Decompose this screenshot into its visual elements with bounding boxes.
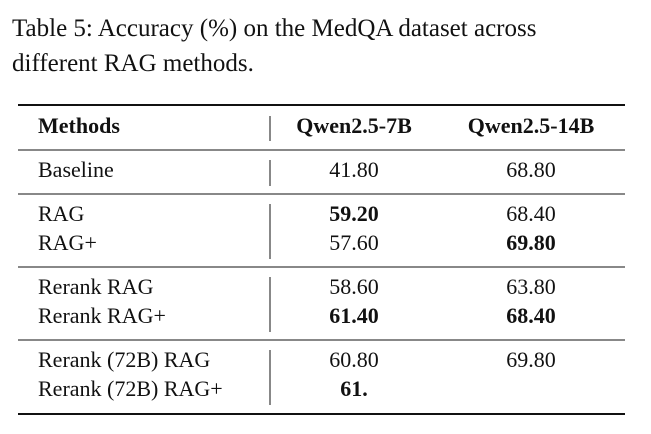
header-cell: Methods <box>38 113 120 138</box>
method-cell: Rerank RAG+ <box>38 303 166 328</box>
method-cell: Rerank RAG <box>38 274 154 299</box>
method-cell: Baseline <box>38 157 114 182</box>
value-cell: 63.80 <box>506 274 556 299</box>
value-cell: 59.20 <box>329 201 379 226</box>
value-cell: 60.80 <box>329 347 379 372</box>
caption-line: different RAG methods. <box>12 50 254 77</box>
value-cell: 68.40 <box>506 303 556 328</box>
value-cell: 69.80 <box>506 230 556 255</box>
value-cell: 58.60 <box>329 274 379 299</box>
value-cell: 68.80 <box>506 157 556 182</box>
method-cell: Rerank (72B) RAG <box>38 347 210 372</box>
method-cell: Rerank (72B) RAG+ <box>38 376 223 401</box>
header-cell: Qwen2.5-7B <box>296 113 412 138</box>
method-cell: RAG+ <box>38 230 97 255</box>
value-cell: 41.80 <box>329 157 379 182</box>
header-cell: Qwen2.5-14B <box>468 113 595 138</box>
value-cell: 69.80 <box>506 347 556 372</box>
value-cell: 61. <box>340 376 368 401</box>
value-cell: 57.60 <box>329 230 379 255</box>
value-cell: 68.40 <box>506 201 556 226</box>
method-cell: RAG <box>38 201 85 226</box>
caption-line: Table 5: Accuracy (%) on the MedQA datas… <box>12 15 536 42</box>
value-cell: 61.40 <box>329 303 379 328</box>
